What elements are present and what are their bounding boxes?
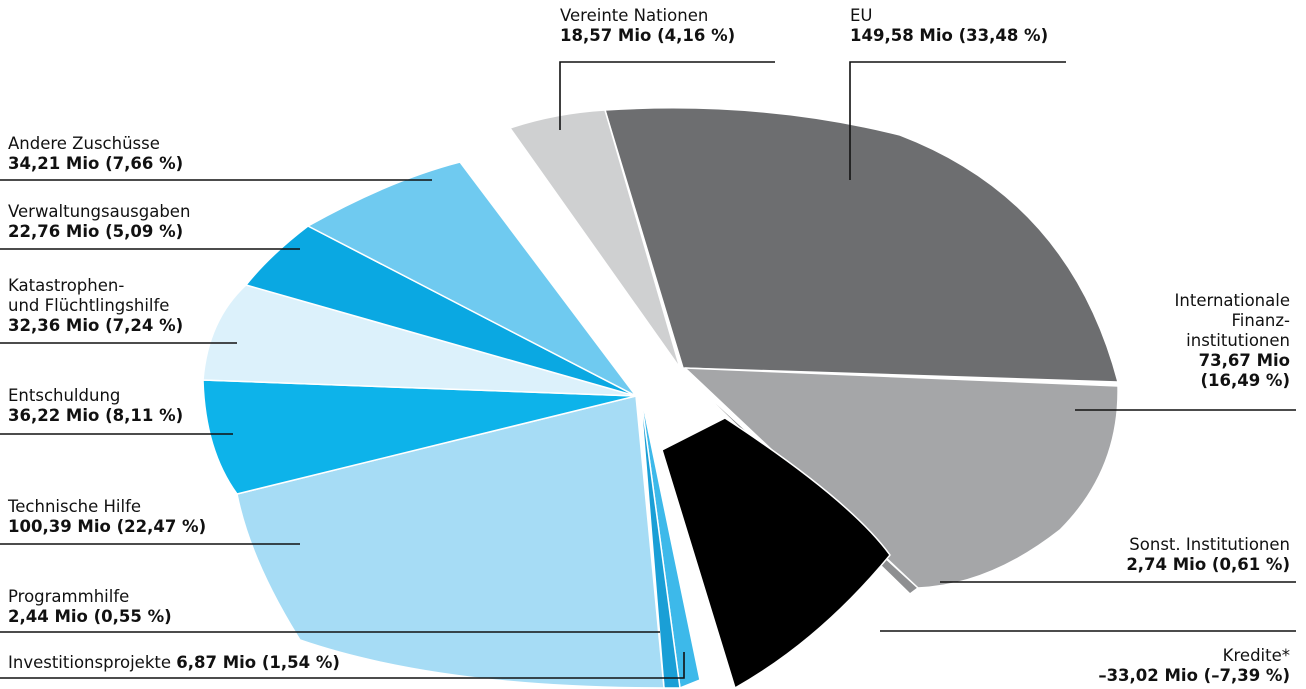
pie-slice-8 bbox=[202, 379, 637, 495]
pie-slice-10 bbox=[245, 225, 637, 397]
slice-label-9: Katastrophen-und Flüchtlingshilfe 32,36 M… bbox=[8, 276, 183, 336]
leader-line-1 bbox=[849, 61, 1066, 180]
slice-label-1: EU 149,58 Mio (33,48 %) bbox=[850, 6, 1048, 46]
slice-label-3: Sonst. Institutionen 2,74 Mio (0,61 %) bbox=[1126, 535, 1290, 575]
slice-name: Technische Hilfe bbox=[8, 497, 142, 516]
slice-value: (16,49 %) bbox=[1200, 371, 1290, 390]
slice-label-7: Technische Hilfe 100,39 Mio (22,47 %) bbox=[8, 497, 206, 537]
slice-name: Internationale bbox=[1174, 291, 1290, 310]
slice-value: 32,36 Mio (7,24 %) bbox=[8, 316, 184, 335]
slice-value: –33,02 Mio (–7,39 %) bbox=[1098, 666, 1290, 685]
slice-value: 2,44 Mio (0,55 %) bbox=[8, 607, 172, 626]
slice-name: Investitionsprojekte bbox=[8, 653, 177, 672]
slice-name: Katastrophen- bbox=[8, 276, 125, 295]
slice-label-4: Kredite* –33,02 Mio (–7,39 %) bbox=[1098, 646, 1290, 686]
slice-name: institutionen bbox=[1186, 331, 1290, 350]
slice-label-10: Verwaltungsausgaben 22,76 Mio (5,09 %) bbox=[8, 202, 190, 242]
slice-value: 73,67 Mio bbox=[1198, 351, 1290, 370]
pie-slice-9 bbox=[202, 284, 637, 397]
leader-line-12 bbox=[559, 61, 775, 130]
slice-value: 2,74 Mio (0,61 %) bbox=[1126, 555, 1290, 574]
slice-name: Vereinte Nationen bbox=[560, 6, 709, 25]
slice-value: 6,87 Mio (1,54 %) bbox=[176, 653, 340, 672]
slice-value: 149,58 Mio (33,48 %) bbox=[850, 26, 1049, 45]
slice-name: Programmhilfe bbox=[8, 587, 130, 606]
slice-name: Andere Zuschüsse bbox=[8, 134, 160, 153]
slice-value: 22,76 Mio (5,09 %) bbox=[8, 222, 184, 241]
slice-name: Kredite* bbox=[1222, 646, 1290, 665]
leader-line-5 bbox=[0, 652, 685, 679]
slice-value: 36,22 Mio (8,11 %) bbox=[8, 406, 184, 425]
pie-slice-7 bbox=[236, 395, 665, 689]
slice-label-8: Entschuldung 36,22 Mio (8,11 %) bbox=[8, 386, 183, 426]
pie-slice-12 bbox=[509, 109, 681, 369]
slice-label-6: Programmhilfe 2,44 Mio (0,55 %) bbox=[8, 587, 172, 627]
slice-name: EU bbox=[850, 6, 873, 25]
slice-value: 100,39 Mio (22,47 %) bbox=[8, 517, 207, 536]
slice-name: Entschuldung bbox=[8, 386, 121, 405]
slice-name: Verwaltungsausgaben bbox=[8, 202, 191, 221]
pie-slice-1 bbox=[604, 107, 1119, 383]
slice-value: 34,21 Mio (7,66 %) bbox=[8, 154, 184, 173]
slice-label-5: Investitionsprojekte 6,87 Mio (1,54 %) bbox=[8, 653, 340, 673]
slice-label-2: Internationale Finanz-institutionen 73,67 … bbox=[1175, 291, 1290, 391]
pie-slice-2 bbox=[684, 367, 1119, 589]
slice-name: Finanz- bbox=[1231, 311, 1290, 330]
pie-slice-4 bbox=[661, 417, 891, 689]
pie-slice-11 bbox=[307, 161, 637, 397]
slice-name: und Flüchtlingshilfe bbox=[8, 296, 170, 315]
slice-value: 18,57 Mio (4,16 %) bbox=[560, 26, 736, 45]
slice-label-11: Andere Zuschüsse 34,21 Mio (7,66 %) bbox=[8, 134, 183, 174]
slice-name: Sonst. Institutionen bbox=[1129, 535, 1290, 554]
slice-label-12: Vereinte Nationen 18,57 Mio (4,16 %) bbox=[560, 6, 735, 46]
pie-slice-6 bbox=[639, 389, 681, 689]
